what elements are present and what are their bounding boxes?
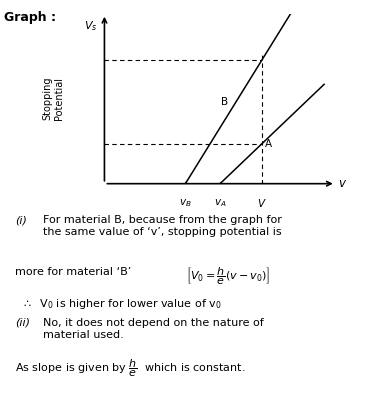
Text: Stopping
Potential: Stopping Potential	[43, 77, 65, 120]
Text: $v_B$: $v_B$	[179, 197, 192, 209]
Text: A: A	[265, 139, 272, 149]
Text: For material B, because from the graph for
the same value of ‘v’, stopping poten: For material B, because from the graph f…	[43, 215, 282, 237]
Text: B: B	[221, 97, 228, 107]
Text: more for material ‘B’: more for material ‘B’	[15, 267, 131, 276]
Text: $\therefore$  V$_0$ is higher for lower value of v$_0$: $\therefore$ V$_0$ is higher for lower v…	[21, 297, 221, 311]
Text: $v$: $v$	[338, 177, 347, 190]
Text: Graph :: Graph :	[4, 11, 56, 24]
Text: No, it does not depend on the nature of
material used.: No, it does not depend on the nature of …	[43, 318, 264, 340]
Text: (ii): (ii)	[15, 318, 30, 328]
Text: $v_A$: $v_A$	[214, 197, 226, 209]
Text: As slope is given by $\dfrac{h}{e}$  which is constant.: As slope is given by $\dfrac{h}{e}$ whic…	[15, 357, 245, 379]
Text: $\left[V_0=\dfrac{h}{e}(v-v_0)\right]$: $\left[V_0=\dfrac{h}{e}(v-v_0)\right]$	[186, 265, 271, 287]
Text: (i): (i)	[15, 215, 27, 225]
Text: $V_s$: $V_s$	[84, 19, 97, 33]
Text: $V$: $V$	[257, 197, 267, 209]
